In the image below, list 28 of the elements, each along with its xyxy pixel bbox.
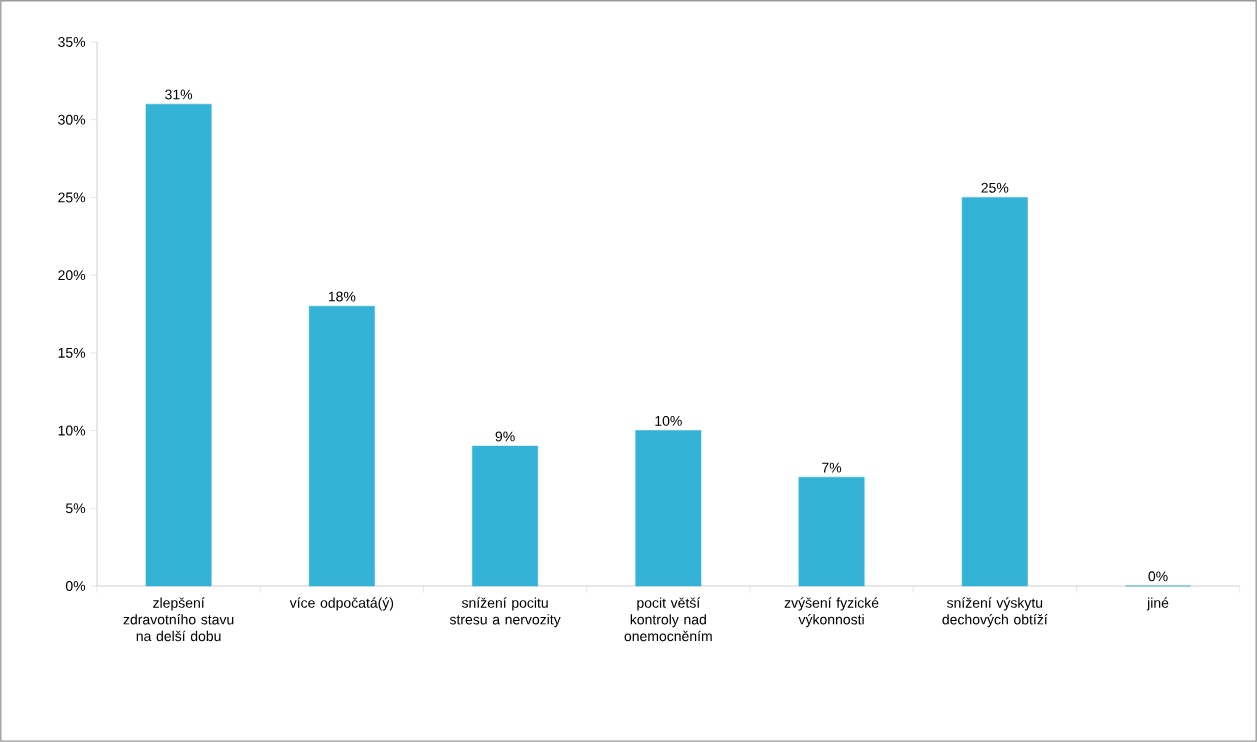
x-tick-label: zvýšení fyzické výkonnosti [784, 597, 879, 628]
bar [308, 305, 375, 587]
x-tick-label: zlepšení zdravotního stavu na delší dobu [123, 597, 234, 642]
x-tick-label: snížení výskytu dechových obtíží [942, 597, 1048, 628]
y-tick-label: 0% [65, 581, 86, 591]
data-label: 0% [1148, 571, 1168, 582]
y-tick-label: 20% [58, 270, 86, 281]
y-tick-label: 35% [58, 37, 86, 47]
y-tick-label: 10% [58, 425, 86, 436]
data-label: 31% [165, 89, 193, 100]
y-tick-label: 5% [65, 503, 86, 514]
data-label: 9% [495, 431, 515, 442]
bar [798, 476, 865, 587]
bar [635, 430, 702, 587]
x-tick-label: pocit větší kontroly nad onemocněním [624, 597, 712, 642]
bar [145, 103, 212, 587]
x-tick-label: více odpočatá(ý) [289, 597, 394, 611]
x-tick-label: jiné [1146, 597, 1169, 611]
data-label: 7% [822, 462, 842, 473]
x-tick-label: snížení pocitu stresu a nervozity [449, 597, 561, 628]
y-tick-label: 15% [58, 347, 86, 358]
y-tick-label: 25% [58, 192, 86, 203]
data-label: 10% [655, 415, 682, 426]
data-label: 18% [328, 291, 356, 302]
bar [961, 197, 1028, 587]
y-tick-label: 30% [58, 114, 86, 125]
data-label: 25% [981, 182, 1009, 193]
bar [472, 445, 539, 587]
